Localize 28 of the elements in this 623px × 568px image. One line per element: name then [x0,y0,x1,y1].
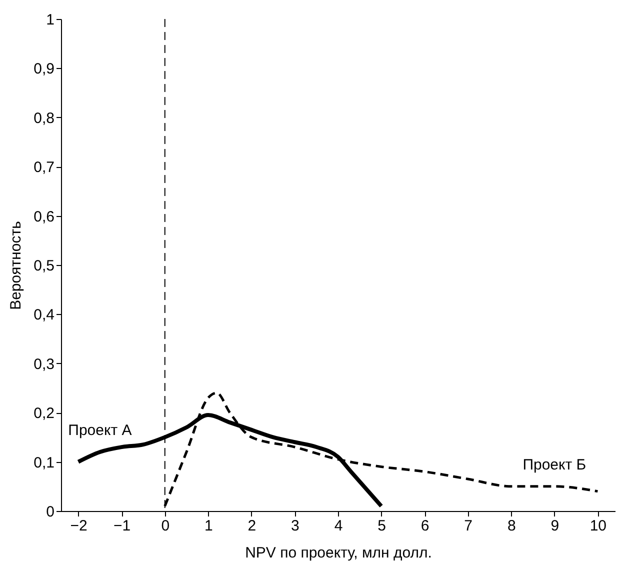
y-tick-label: 0,8 [34,110,54,127]
series-label: Проект А [68,422,132,439]
x-tick-label: 5 [378,518,386,534]
x-tick-label: 6 [420,518,430,534]
y-tick-label: 0,5 [34,258,54,274]
y-tick-label: 0 [46,504,54,520]
x-tick-label: 9 [550,518,560,534]
y-tick-label: 0,1 [34,454,54,472]
x-tick-label: −2 [70,518,88,534]
y-tick-label: 0,2 [34,405,54,422]
x-tick-label: 1 [204,518,213,534]
x-tick-label: 0 [161,518,170,534]
y-tick-label: 0,3 [34,356,54,373]
y-tick-label: 0,9 [34,60,54,78]
x-tick-label: 3 [291,518,300,534]
y-tick-label: 0,4 [34,306,54,324]
x-tick-label: 2 [248,518,256,534]
y-axis-title: Вероятность [8,220,25,310]
x-tick-label: −1 [114,518,131,534]
x-tick-label: 8 [507,518,516,534]
x-axis-title: NPV по проекту, млн долл. [245,544,432,562]
series-label: Проект Б [522,456,586,474]
x-tick-label: 4 [334,518,343,534]
x-tick-label: 10 [590,518,607,534]
x-tick-label: 7 [464,518,473,534]
y-tick-label: 0,6 [34,208,54,226]
y-tick-label: 0,7 [34,159,54,176]
y-tick-label: 1 [46,12,54,28]
